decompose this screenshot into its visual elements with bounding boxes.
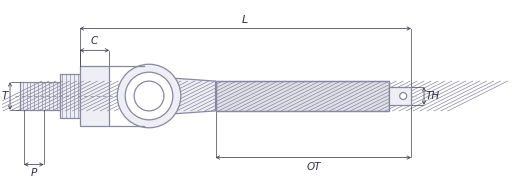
Bar bbox=[216, 81, 389, 111]
Bar bbox=[20, 82, 60, 110]
Text: T: T bbox=[2, 91, 8, 101]
Text: OT: OT bbox=[306, 162, 320, 172]
Polygon shape bbox=[173, 78, 216, 114]
Bar bbox=[216, 81, 389, 111]
Circle shape bbox=[134, 81, 164, 111]
Bar bbox=[389, 87, 411, 105]
Text: P: P bbox=[31, 168, 37, 179]
Circle shape bbox=[125, 72, 173, 120]
Circle shape bbox=[117, 64, 181, 128]
Text: TH: TH bbox=[426, 91, 440, 101]
Bar bbox=[216, 81, 389, 111]
Circle shape bbox=[400, 92, 407, 99]
Bar bbox=[79, 66, 109, 126]
Bar bbox=[60, 74, 79, 118]
Text: C: C bbox=[91, 36, 98, 46]
Text: L: L bbox=[242, 14, 248, 25]
